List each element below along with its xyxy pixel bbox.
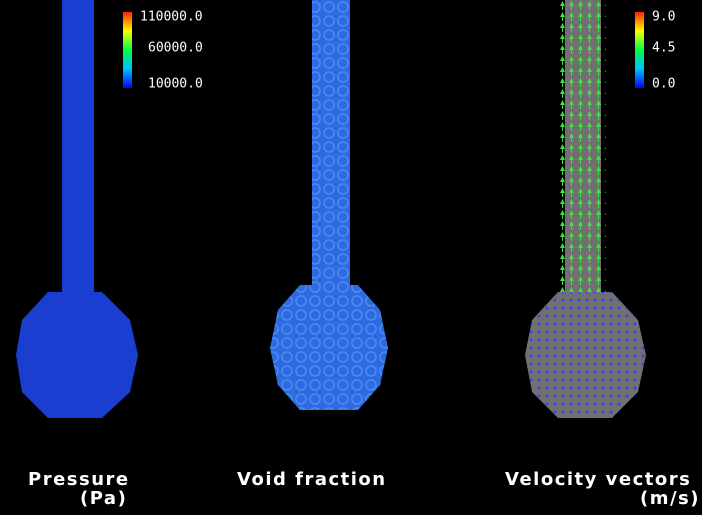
panel-unit: (Pa) [80, 488, 127, 509]
colorbar-label: 110000.0 [140, 10, 203, 25]
panel-label: Pressure [28, 469, 130, 490]
colorbar-label: 0.0 [652, 77, 675, 92]
panel-label: Void fraction [237, 469, 387, 490]
colorbar-label: 10000.0 [148, 77, 203, 92]
colorbar [123, 12, 132, 88]
simulation-view: 110000.0 60000.0 10000.0 Pressure (Pa) V… [0, 0, 702, 515]
colorbar-label: 4.5 [652, 41, 675, 56]
panel-unit: (m/s) [640, 488, 700, 509]
colorbar-label: 60000.0 [148, 41, 203, 56]
colorbar [635, 12, 644, 88]
panel-label: Velocity vectors [505, 469, 691, 490]
colorbar-label: 9.0 [652, 10, 675, 25]
